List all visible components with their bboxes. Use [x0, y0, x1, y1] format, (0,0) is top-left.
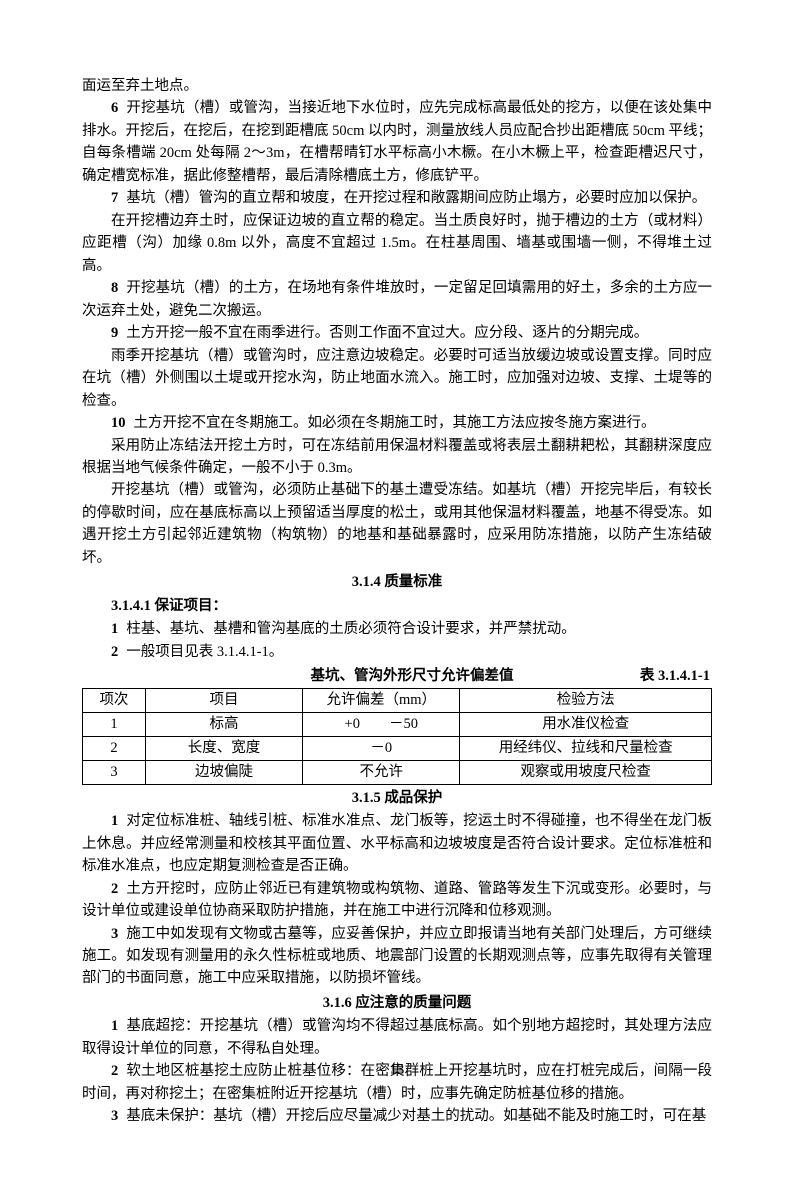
subsection-heading: 3.1.4.1 保证项目： — [82, 595, 712, 617]
item-number: 9 — [111, 325, 118, 341]
paragraph-text: 柱基、基坑、基槽和管沟基底的土质必须符合设计要求，并严禁扰动。 — [123, 621, 576, 637]
subsection-label: 保证项目： — [151, 598, 227, 614]
numbered-paragraph: 1 柱基、基坑、基槽和管沟基底的土质必须符合设计要求，并严禁扰动。 — [82, 618, 712, 640]
table-cell: 不允许 — [303, 760, 460, 784]
section-number: 3.1.5 — [352, 790, 381, 806]
paragraph: 雨季开挖基坑（槽）或管沟时，应注意边坡稳定。必要时可适当放缓边坡或设置支撑。同时… — [82, 345, 712, 412]
table-number-prefix: 表 — [640, 668, 658, 684]
numbered-paragraph: 8 开挖基坑（槽）的土方，在场地有条件堆放时，一定留足回填需用的好土，多余的土方… — [82, 277, 712, 322]
table-caption: 基坑、管沟外形尺寸允许偏差值 表 3.1.4.1-1 — [82, 665, 712, 687]
item-number: 7 — [111, 190, 118, 206]
table-header: 允许偏差（mm） — [303, 688, 460, 712]
numbered-paragraph: 3 基底未保护：基坑（槽）开挖后应尽量减少对基土的扰动。如基础不能及时施工时，可… — [82, 1105, 712, 1127]
numbered-paragraph: 2 土方开挖时，应防止邻近已有建筑物或构筑物、道路、管路等发生下沉或变形。必要时… — [82, 878, 712, 923]
table-cell: －0 — [303, 736, 460, 760]
item-number: 3 — [111, 1108, 118, 1124]
paragraph-text: 土方开挖时，应防止邻近已有建筑物或构筑物、道路、管路等发生下沉或变形。必要时，与… — [82, 881, 712, 919]
item-number: 2 — [111, 644, 118, 660]
table-cell: 用经纬仪、拉线和尺量检查 — [460, 736, 712, 760]
numbered-paragraph: 3 施工中如发现有文物或古墓等，应妥善保护，并应立即报请当地有关部门处理后，方可… — [82, 923, 712, 990]
paragraph-text: 基底超挖：开挖基坑（槽）或管沟均不得超过基底标高。如个别地方超挖时，其处理方法应… — [82, 1018, 712, 1056]
tolerance-table: 项次 项目 允许偏差（mm） 检验方法 1 标高 +0 －50 用水准仪检查 2… — [82, 688, 712, 785]
table-cell: 观察或用坡度尺检查 — [460, 760, 712, 784]
table-cell: 标高 — [145, 712, 302, 736]
paragraph: 面运至弃土地点。 — [82, 75, 712, 97]
numbered-paragraph: 1 基底超挖：开挖基坑（槽）或管沟均不得超过基底标高。如个别地方超挖时，其处理方… — [82, 1015, 712, 1060]
table-title: 基坑、管沟外形尺寸允许偏差值 — [84, 665, 640, 687]
table-cell: +0 －50 — [303, 712, 460, 736]
section-heading: 3.1.5 成品保护 — [82, 787, 712, 809]
paragraph-text: 土方开挖一般不宜在雨季进行。否则工作面不宜过大。应分段、逐片的分期完成。 — [123, 325, 649, 341]
table-cell: 边坡偏陡 — [145, 760, 302, 784]
subsection-number: 3.1.4.1 — [111, 598, 151, 614]
table-row: 1 标高 +0 －50 用水准仪检查 — [83, 712, 712, 736]
table-cell: 长度、宽度 — [145, 736, 302, 760]
item-number: 1 — [111, 1018, 118, 1034]
document-page: 面运至弃土地点。 6 开挖基坑（槽）或管沟，当接近地下水位时，应先完成标高最低处… — [0, 0, 794, 1178]
item-number: 2 — [111, 881, 118, 897]
table-number: 表 3.1.4.1-1 — [640, 665, 710, 687]
table-number-value: 3.1.4.1-1 — [658, 668, 710, 684]
item-number: 6 — [111, 100, 118, 116]
paragraph: 采用防止冻结法开挖土方时，可在冻结前用保温材料覆盖或将表层土翻耕耙松，其翻耕深度… — [82, 435, 712, 480]
section-heading: 3.1.4 质量标准 — [82, 571, 712, 593]
table-cell: 2 — [83, 736, 146, 760]
numbered-paragraph: 1 对定位标准桩、轴线引桩、标准水准点、龙门板等，挖运土时不得碰撞，也不得坐在龙… — [82, 810, 712, 877]
table-header: 项次 — [83, 688, 146, 712]
section-heading: 3.1.6 应注意的质量问题 — [82, 992, 712, 1014]
table-row: 2 长度、宽度 －0 用经纬仪、拉线和尺量检查 — [83, 736, 712, 760]
paragraph-text: 一般项目见表 3.1.4.1-1。 — [123, 644, 284, 660]
numbered-paragraph: 6 开挖基坑（槽）或管沟，当接近地下水位时，应先完成标高最低处的挖方，以便在该处… — [82, 97, 712, 187]
item-number: 3 — [111, 926, 118, 942]
paragraph: 在开挖槽边弃土时，应保证边坡的直立帮的稳定。当土质良好时，抛于槽边的土方（或材料… — [82, 210, 712, 277]
numbered-paragraph: 7 基坑（槽）管沟的直立帮和坡度，在开挖过程和敞露期间应防止塌方，必要时应加以保… — [82, 187, 712, 209]
paragraph-text: 开挖基坑（槽）或管沟，当接近地下水位时，应先完成标高最低处的挖方，以便在该处集中… — [82, 100, 712, 183]
paragraph-text: 基底未保护：基坑（槽）开挖后应尽量减少对基土的扰动。如基础不能及时施工时，可在基 — [123, 1108, 707, 1124]
item-number: 8 — [111, 280, 118, 296]
paragraph-text: 基坑（槽）管沟的直立帮和坡度，在开挖过程和敞露期间应防止塌方，必要时应加以保护。 — [123, 190, 707, 206]
item-number: 1 — [111, 621, 118, 637]
numbered-paragraph: 2 一般项目见表 3.1.4.1-1。 — [82, 641, 712, 663]
paragraph-text: 土方开挖不宜在冬期施工。如必须在冬期施工时，其施工方法应按冬施方案进行。 — [130, 415, 656, 431]
section-title: 应注意的质量问题 — [352, 995, 472, 1011]
paragraph-text: 施工中如发现有文物或古墓等，应妥善保护，并应立即报请当地有关部门处理后，方可继续… — [82, 926, 712, 987]
numbered-paragraph: 9 土方开挖一般不宜在雨季进行。否则工作面不宜过大。应分段、逐片的分期完成。 — [82, 322, 712, 344]
item-number: 1 — [111, 813, 118, 829]
section-title: 质量标准 — [381, 574, 443, 590]
section-number: 3.1.6 — [323, 995, 352, 1011]
table-header: 项目 — [145, 688, 302, 712]
paragraph-text: 开挖基坑（槽）的土方，在场地有条件堆放时，一定留足回填需用的好土，多余的土方应一… — [82, 280, 712, 318]
table-header-row: 项次 项目 允许偏差（mm） 检验方法 — [83, 688, 712, 712]
table-cell: 3 — [83, 760, 146, 784]
paragraph: 开挖基坑（槽）或管沟，必须防止基础下的基土遭受冻结。如基坑（槽）开挖完毕后，有较… — [82, 479, 712, 569]
page-number: 13 — [0, 1062, 794, 1079]
table-header: 检验方法 — [460, 688, 712, 712]
numbered-paragraph: 10 土方开挖不宜在冬期施工。如必须在冬期施工时，其施工方法应按冬施方案进行。 — [82, 412, 712, 434]
paragraph-text: 对定位标准桩、轴线引桩、标准水准点、龙门板等，挖运土时不得碰撞，也不得坐在龙门板… — [82, 813, 712, 874]
item-number: 10 — [111, 415, 126, 431]
table-row: 3 边坡偏陡 不允许 观察或用坡度尺检查 — [83, 760, 712, 784]
table-cell: 用水准仪检查 — [460, 712, 712, 736]
section-number: 3.1.4 — [352, 574, 381, 590]
table-cell: 1 — [83, 712, 146, 736]
section-title: 成品保护 — [381, 790, 443, 806]
